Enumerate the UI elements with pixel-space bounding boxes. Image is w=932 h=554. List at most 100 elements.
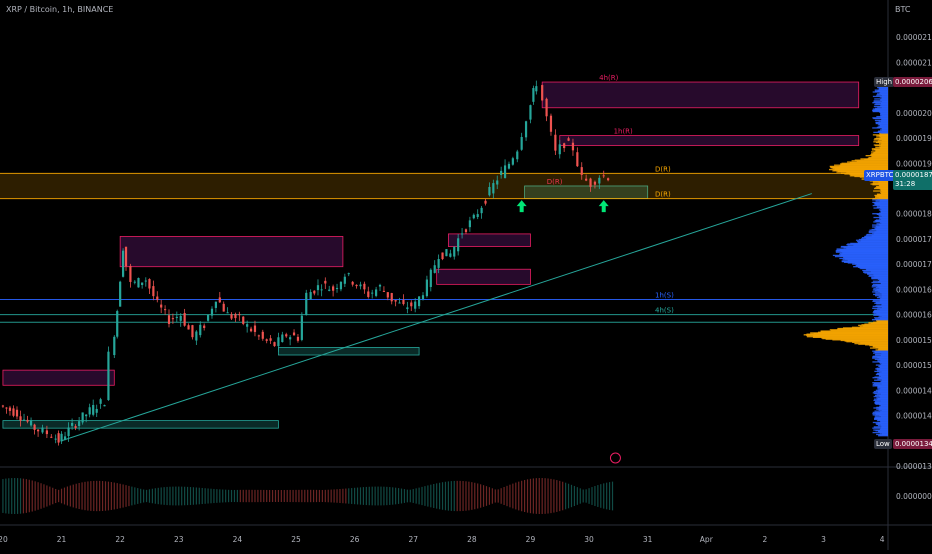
x-tick-label: 2 [763,535,768,544]
chart-title: XRP / Bitcoin, 1h, BINANCE [6,5,114,14]
candle-body [305,292,308,316]
candle-body [313,290,316,294]
candle-body [103,405,106,407]
buy-arrow-icon [516,200,527,213]
candle-body [402,299,405,305]
candle-body [249,328,253,332]
candle-body [152,286,155,297]
candle-body [26,419,29,422]
y-tick-label: 0.00001450 [896,386,932,395]
x-tick-label: 20 [0,535,8,544]
candle-body [12,408,15,416]
candle-body [187,325,190,330]
candle-body [195,331,198,341]
x-tick-label: 21 [57,535,67,544]
candle-body [63,436,67,440]
flash-icon [609,452,621,464]
candle-body [41,427,44,433]
x-tick-label: 22 [115,535,125,544]
candle-body [558,144,561,155]
candle-body [242,316,245,324]
candle-body [414,301,417,309]
candle-body [238,314,241,316]
candle-body [129,265,132,282]
candle-body [496,180,499,185]
candle-body [269,338,272,341]
y-tick-label: 0.00001700 [896,260,932,269]
candle-body [116,311,119,337]
candle-body [22,419,26,421]
candle-body [1,405,5,407]
candle-body [246,324,249,327]
candle-body [394,300,397,302]
candle-body [339,281,343,290]
candle-body [57,433,60,443]
candle-body [580,167,583,175]
candle-body [85,414,88,417]
candle-body [36,429,40,432]
candle-body [460,233,464,235]
candle-body [273,342,276,347]
candle-body [137,277,140,288]
candle-body [292,332,296,336]
candle-body [607,178,610,181]
candle-body [417,296,421,307]
level-label-0: D(R) [655,165,671,173]
candle-body [148,279,151,289]
candle-body [593,181,597,185]
candle-body [92,405,95,415]
candle-body [29,420,33,426]
candle-body [532,88,535,102]
candle-body [141,282,144,286]
candle-body [74,426,77,428]
candle-body [545,98,548,117]
candle-body [355,284,358,287]
level-label-2: 1h(S) [655,292,674,300]
candle-body [218,297,221,303]
candle-body [8,407,12,411]
candle-body [320,289,323,291]
candle-body [602,175,605,177]
candle-body [398,302,401,304]
candle-body [378,284,382,287]
candle-body [119,281,122,307]
candle-body [500,170,503,176]
candle-body [285,334,288,337]
y-tick-label: 0.00001400 [896,412,932,421]
candle-body [468,220,471,228]
y-tick-label: 0.00001550 [896,336,932,345]
candle-body [406,307,409,310]
candle-body [324,280,327,284]
candle-body [390,293,393,302]
candle-body [429,269,432,287]
x-tick-label: 4 [880,535,885,544]
candle-body [480,207,483,214]
candle-body [45,430,48,435]
candle-body [507,163,511,169]
candle-body [585,178,588,181]
y-tick-label: 0.00001750 [896,235,932,244]
candle-body [265,339,268,341]
candle-body [15,409,19,417]
y-tick-label: 0.00001600 [896,311,932,320]
symbol-tag: XRPBTC [864,170,896,181]
candle-body [359,284,362,287]
candle-body [433,265,436,273]
candle-body [503,165,507,178]
candle-body [175,316,178,318]
candle-body [524,121,528,138]
candle-body [554,134,557,151]
candle-body [520,136,523,150]
candle-body [541,85,544,101]
candle-body [441,252,444,260]
candle-body [511,158,514,165]
candle-body [160,304,163,308]
candle-body [78,421,81,426]
candle-body [476,214,479,218]
zone-demand-8 [278,347,420,356]
candle-body [210,308,214,316]
candle-body [529,105,532,120]
candle-body [375,289,378,296]
